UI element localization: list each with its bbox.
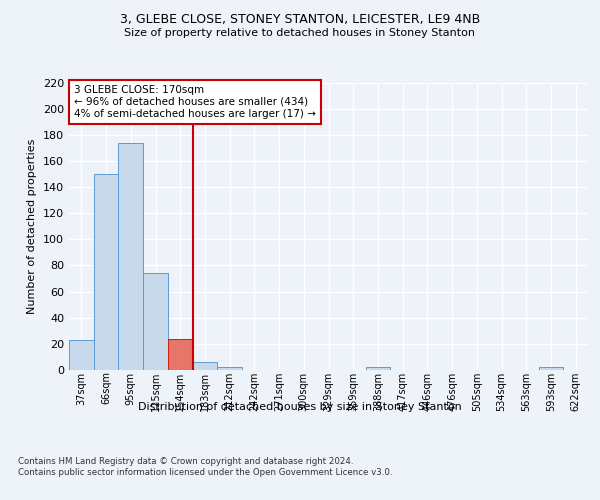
Text: 3, GLEBE CLOSE, STONEY STANTON, LEICESTER, LE9 4NB: 3, GLEBE CLOSE, STONEY STANTON, LEICESTE… — [120, 12, 480, 26]
Bar — [94, 174, 118, 370]
Text: 3 GLEBE CLOSE: 170sqm
← 96% of detached houses are smaller (434)
4% of semi-deta: 3 GLEBE CLOSE: 170sqm ← 96% of detached … — [74, 86, 316, 118]
Bar — [168, 338, 193, 370]
Bar — [118, 142, 143, 370]
Text: Size of property relative to detached houses in Stoney Stanton: Size of property relative to detached ho… — [125, 28, 476, 38]
Bar — [193, 362, 217, 370]
Text: Contains HM Land Registry data © Crown copyright and database right 2024.
Contai: Contains HM Land Registry data © Crown c… — [18, 458, 392, 477]
Y-axis label: Number of detached properties: Number of detached properties — [28, 138, 37, 314]
Bar — [217, 368, 242, 370]
Bar — [365, 368, 390, 370]
Text: Distribution of detached houses by size in Stoney Stanton: Distribution of detached houses by size … — [138, 402, 462, 412]
Bar — [143, 274, 168, 370]
Bar — [539, 368, 563, 370]
Bar — [69, 340, 94, 370]
